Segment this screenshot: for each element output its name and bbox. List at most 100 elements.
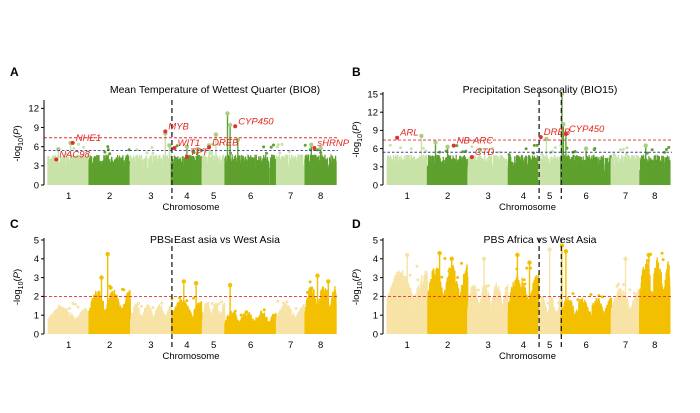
chart-title: PBS East asia vs West Asia <box>150 234 280 246</box>
y-tick-label: 0 <box>34 180 39 191</box>
y-axis-label: -log10(P) <box>351 121 364 157</box>
snp-point <box>145 151 149 155</box>
gene-point <box>538 135 543 140</box>
peak-point <box>227 122 233 128</box>
x-tick-label: 5 <box>547 191 552 202</box>
snp-point <box>621 147 625 151</box>
gene-point <box>395 135 400 140</box>
peak-point <box>433 140 438 145</box>
gene-label: NHE1 <box>76 133 101 144</box>
gene-label: sHRNP <box>317 138 349 149</box>
snp-point <box>645 151 649 155</box>
gene-label: DREB <box>544 127 571 138</box>
snp-point <box>57 304 61 308</box>
x-tick-label: 3 <box>148 191 153 202</box>
peak-point <box>167 143 172 148</box>
x-tick-label: 7 <box>623 191 628 202</box>
y-tick-label: 12 <box>367 108 378 119</box>
panel-label: B <box>352 65 361 79</box>
snp-point <box>175 144 179 148</box>
snp-point <box>421 146 425 150</box>
x-tick-label: 1 <box>66 191 71 202</box>
panel-label: C <box>10 217 19 231</box>
peak-point <box>213 132 219 137</box>
snp-point <box>121 287 124 291</box>
snp-point <box>77 142 81 146</box>
gene-point <box>233 124 238 129</box>
snp-point <box>262 145 266 149</box>
y-tick-label: 9 <box>373 126 378 137</box>
x-tick-label: 4 <box>521 191 526 202</box>
snp-point <box>507 153 511 157</box>
snp-point <box>470 145 474 149</box>
y-tick-label: 3 <box>373 162 378 173</box>
snp-point <box>68 306 71 310</box>
snp-point <box>108 284 112 288</box>
snp-point <box>540 152 544 156</box>
gene-point <box>312 146 317 150</box>
gene-point <box>163 129 168 134</box>
panel-A: A Mean Temperature of Wettest Quarter (BI… <box>10 65 350 213</box>
peak-point <box>309 142 314 147</box>
snp-point <box>316 148 319 152</box>
y-tick-label: 3 <box>34 161 39 172</box>
snp-point <box>280 142 284 146</box>
snp-point <box>276 143 280 147</box>
snp-point <box>399 146 403 150</box>
snp-point <box>618 148 622 152</box>
snp-point <box>524 147 528 151</box>
gene-label: NB-ARC <box>457 136 494 147</box>
snp-point <box>71 302 75 306</box>
snp-point <box>265 151 268 155</box>
gene-point <box>451 143 456 148</box>
gene-label: MYB <box>168 121 189 132</box>
gene-label: ARL <box>399 128 418 139</box>
points-background <box>47 280 337 334</box>
snp-point <box>278 151 282 155</box>
snp-point <box>625 146 629 150</box>
x-tick-label: 2 <box>107 191 112 202</box>
x-tick-label: 2 <box>445 191 450 202</box>
snp-point <box>438 150 442 154</box>
gene-point <box>469 155 474 160</box>
y-axis-label: -log10(P) <box>12 125 25 161</box>
snp-point <box>217 143 221 147</box>
x-tick-label: 6 <box>583 191 588 202</box>
points-background <box>386 143 671 185</box>
x-tick-label: 5 <box>211 191 216 202</box>
snp-point <box>487 148 491 152</box>
snp-point <box>151 151 155 155</box>
x-tick-label: 4 <box>184 191 189 202</box>
gene-label: CTD <box>475 147 495 158</box>
y-tick-label: 15 <box>367 89 378 100</box>
y-tick-label: 12 <box>28 104 39 115</box>
snp-point <box>108 152 112 156</box>
y-tick-label: 6 <box>34 142 39 153</box>
gene-label: CYP450 <box>569 124 605 135</box>
chart-title: Precipitation Seasonality (BIO15) <box>463 84 618 96</box>
gene-label: WIT1 <box>178 138 201 149</box>
x-axis-label: Chromosome <box>162 202 219 213</box>
snp-point <box>461 150 465 154</box>
peak-point <box>318 145 323 151</box>
x-axis-label: Chromosome <box>499 202 556 213</box>
snp-point <box>593 147 597 150</box>
gene-point <box>172 146 177 150</box>
snp-point <box>388 143 392 147</box>
snp-point <box>72 146 76 150</box>
peak-point <box>643 143 648 148</box>
gene-point <box>54 157 59 162</box>
snp-point <box>667 145 671 149</box>
y-tick-label: 9 <box>34 123 39 134</box>
snp-point <box>82 145 85 149</box>
snp-point <box>455 144 459 148</box>
chart-title: Mean Temperature of Wettest Quarter (BIO… <box>110 84 320 96</box>
snp-point <box>303 143 307 147</box>
snp-point <box>665 148 668 151</box>
gene-label: NAC98 <box>59 150 90 161</box>
x-tick-label: 8 <box>652 191 657 202</box>
snp-point <box>150 146 154 149</box>
snp-point <box>269 145 273 149</box>
gene-point <box>563 132 568 136</box>
